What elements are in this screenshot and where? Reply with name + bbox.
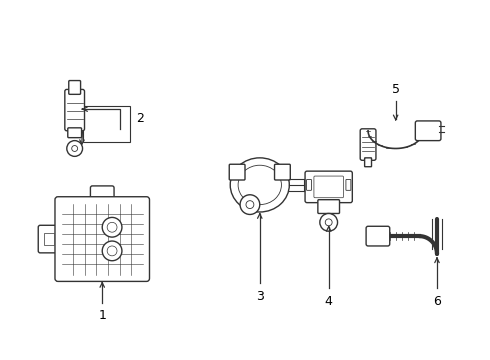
Circle shape bbox=[107, 222, 117, 232]
Text: 2: 2 bbox=[136, 112, 144, 125]
Text: 3: 3 bbox=[256, 290, 264, 303]
Circle shape bbox=[102, 241, 122, 261]
FancyBboxPatch shape bbox=[314, 176, 343, 198]
Bar bbox=[82, 106, 130, 141]
Ellipse shape bbox=[238, 165, 281, 204]
Circle shape bbox=[320, 213, 338, 231]
FancyBboxPatch shape bbox=[318, 200, 340, 213]
Ellipse shape bbox=[230, 158, 289, 212]
FancyBboxPatch shape bbox=[38, 225, 62, 253]
Text: 6: 6 bbox=[433, 294, 441, 307]
FancyBboxPatch shape bbox=[91, 186, 114, 204]
FancyBboxPatch shape bbox=[229, 164, 245, 180]
Bar bbox=[44, 233, 54, 245]
FancyBboxPatch shape bbox=[65, 89, 84, 131]
Circle shape bbox=[107, 246, 117, 256]
Circle shape bbox=[72, 145, 77, 152]
FancyBboxPatch shape bbox=[55, 197, 149, 282]
FancyBboxPatch shape bbox=[307, 180, 312, 190]
Text: 1: 1 bbox=[98, 309, 106, 322]
FancyBboxPatch shape bbox=[360, 129, 376, 160]
FancyBboxPatch shape bbox=[68, 128, 81, 138]
Circle shape bbox=[102, 217, 122, 237]
FancyBboxPatch shape bbox=[274, 164, 290, 180]
Circle shape bbox=[240, 195, 260, 215]
FancyBboxPatch shape bbox=[416, 121, 441, 141]
Circle shape bbox=[246, 201, 254, 208]
Text: 5: 5 bbox=[392, 83, 400, 96]
Circle shape bbox=[325, 219, 332, 226]
FancyBboxPatch shape bbox=[69, 81, 80, 94]
FancyBboxPatch shape bbox=[365, 158, 371, 167]
FancyBboxPatch shape bbox=[366, 226, 390, 246]
Circle shape bbox=[67, 141, 82, 156]
Text: 4: 4 bbox=[325, 294, 333, 307]
FancyBboxPatch shape bbox=[305, 171, 352, 203]
FancyBboxPatch shape bbox=[346, 180, 351, 190]
